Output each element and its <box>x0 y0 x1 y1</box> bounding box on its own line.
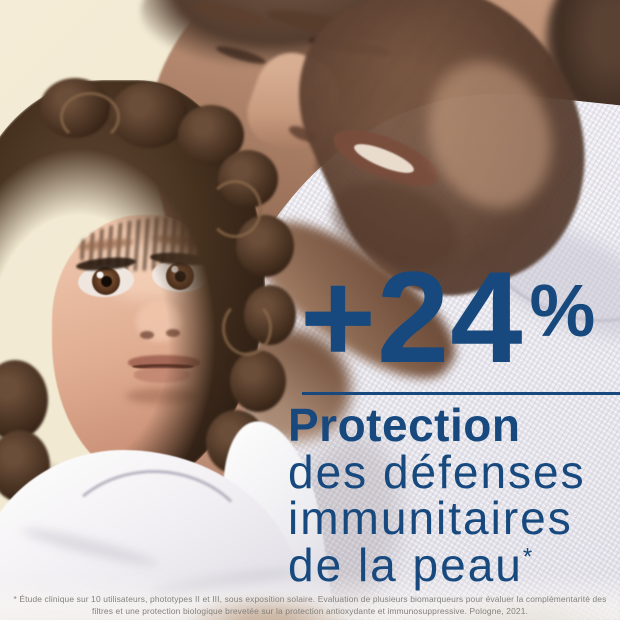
stat-headline: +24 % <box>300 252 595 382</box>
disclaimer-line-1: * Étude clinique sur 10 utilisateurs, ph… <box>13 594 607 604</box>
child-hair-strand <box>60 92 120 142</box>
disclaimer: * Étude clinique sur 10 utilisateurs, ph… <box>0 593 620 617</box>
child-hair-strand <box>222 300 272 356</box>
headline-line-4: de la peau* <box>288 538 620 591</box>
footnote-asterisk: * <box>522 543 533 571</box>
headline-line-4-text: de la peau <box>288 538 523 591</box>
blurred-foreground-highlight <box>430 600 610 620</box>
headline-line-1: Protection <box>288 399 521 451</box>
headline-line-2: des défenses <box>288 445 586 498</box>
child-hair-curl <box>110 82 188 148</box>
child-hair-curl <box>230 350 286 412</box>
child-hair-strand <box>208 180 262 238</box>
divider-line <box>302 392 620 395</box>
headline-line-3: immunitaires <box>288 492 573 544</box>
stat-percent-sign: % <box>529 269 596 352</box>
headline: Protection des défenses immunitaires de … <box>288 402 620 588</box>
disclaimer-line-2: filtres et une protection biologique bre… <box>92 606 528 616</box>
stat-value: +24 <box>300 244 524 390</box>
